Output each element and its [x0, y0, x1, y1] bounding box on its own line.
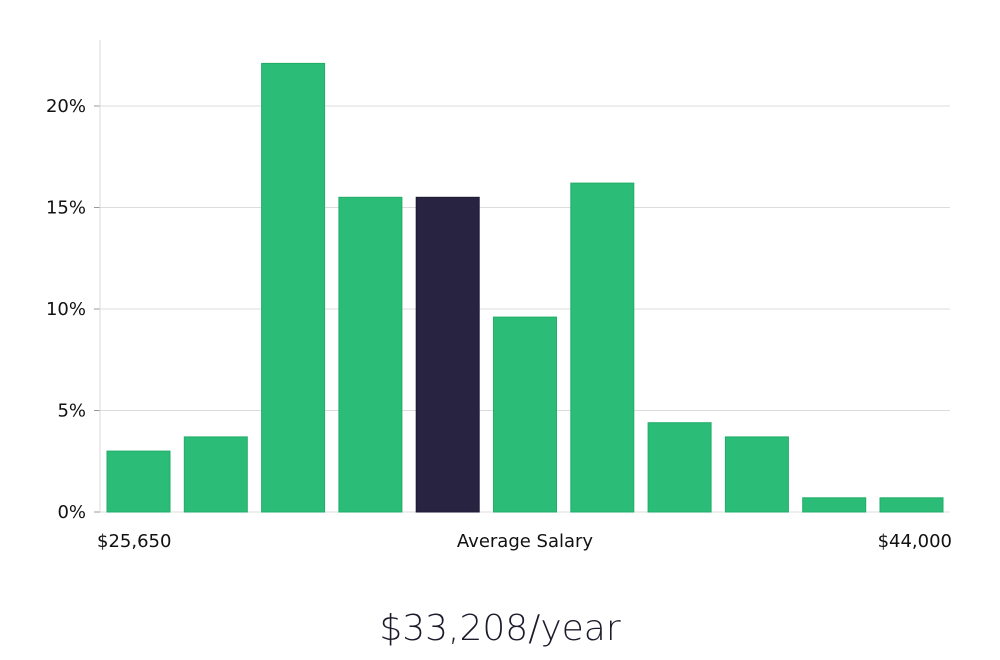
bar: [879, 497, 944, 513]
bar: [183, 436, 248, 513]
x-axis-start-label: $25,650: [97, 531, 171, 552]
x-axis-end-label: $44,000: [878, 531, 952, 552]
bar: [106, 450, 171, 513]
bars: [106, 62, 944, 513]
bar: [647, 422, 712, 513]
bar-average-salary: [415, 196, 480, 513]
y-tick-label: 10%: [46, 299, 86, 320]
y-tick-label: 15%: [46, 198, 86, 219]
bar: [802, 497, 867, 513]
bar: [724, 436, 789, 513]
bar: [493, 316, 557, 513]
bar: [261, 62, 326, 513]
y-tick-labels: 0% 5% 10% 15% 20%: [46, 96, 86, 523]
y-tick-label: 20%: [46, 96, 86, 117]
y-tick-label: 5%: [57, 401, 86, 422]
x-axis-title: Average Salary: [457, 531, 594, 552]
salary-histogram: 0% 5% 10% 15% 20% $25,650 Average Salary $44…: [46, 40, 952, 552]
y-tick-label: 0%: [57, 502, 86, 523]
average-salary-value: $33,208/year: [379, 608, 621, 649]
bar: [570, 182, 635, 513]
bar: [338, 196, 403, 513]
